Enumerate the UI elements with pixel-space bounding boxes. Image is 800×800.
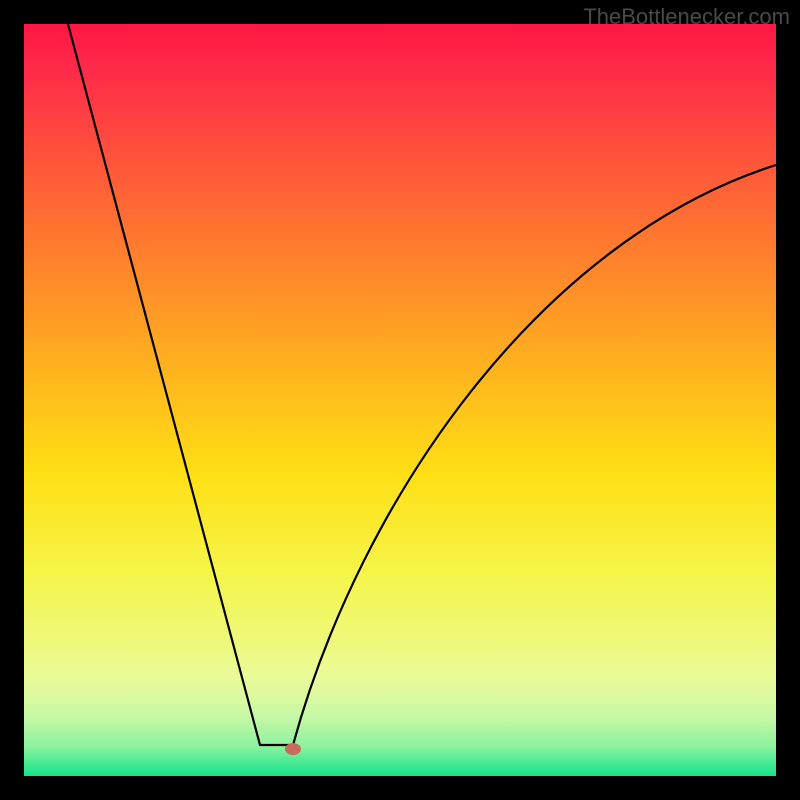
curve-layer <box>0 0 800 800</box>
watermark-text: TheBottlenecker.com <box>583 4 790 30</box>
bottleneck-curve <box>68 24 776 745</box>
optimal-point-marker <box>285 743 301 755</box>
chart-frame: TheBottlenecker.com <box>0 0 800 800</box>
